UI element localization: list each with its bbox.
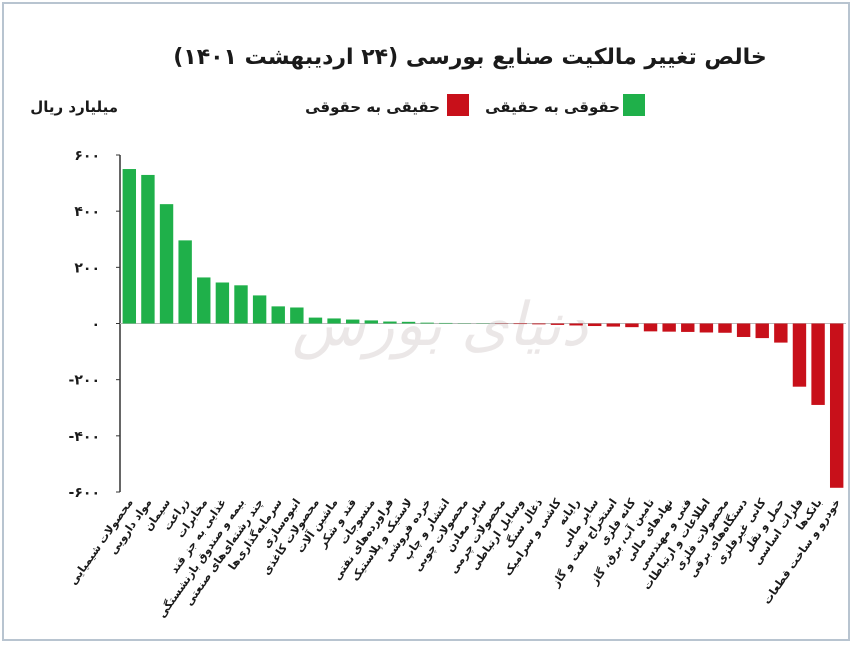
y-axis-label: میلیارد ریال bbox=[30, 98, 118, 116]
bar bbox=[607, 324, 620, 327]
y-tick-label: ۶۰۰ bbox=[74, 148, 100, 164]
bar bbox=[439, 323, 452, 324]
bar bbox=[420, 323, 433, 324]
bar bbox=[551, 324, 564, 325]
bar bbox=[681, 324, 694, 332]
y-tick-label: -۲۰۰ bbox=[69, 373, 100, 389]
bar bbox=[178, 240, 191, 323]
bar bbox=[774, 324, 787, 343]
bar bbox=[383, 322, 396, 324]
bar bbox=[793, 324, 806, 387]
legend-swatch bbox=[623, 94, 645, 116]
legend-swatch bbox=[447, 94, 469, 116]
bar bbox=[365, 320, 378, 323]
bar bbox=[811, 324, 824, 405]
bar bbox=[644, 324, 657, 332]
legend-label: حقیقی به حقوقی bbox=[305, 98, 440, 116]
bar bbox=[737, 324, 750, 337]
bar bbox=[532, 324, 545, 325]
bar bbox=[272, 306, 285, 323]
y-tick-label: -۶۰۰ bbox=[69, 485, 100, 501]
bar bbox=[700, 324, 713, 333]
bar bbox=[718, 324, 731, 333]
bar bbox=[327, 318, 340, 323]
bar bbox=[234, 285, 247, 323]
legend-label: حقوقی به حقیقی bbox=[485, 98, 620, 116]
bar bbox=[253, 295, 266, 323]
y-tick-label: -۴۰۰ bbox=[69, 429, 100, 445]
bar bbox=[123, 169, 136, 323]
bar bbox=[141, 175, 154, 324]
bar bbox=[569, 324, 582, 326]
bar bbox=[625, 324, 638, 328]
bar bbox=[216, 282, 229, 323]
y-tick-label: ۰ bbox=[91, 317, 100, 333]
bar bbox=[756, 324, 769, 339]
bar bbox=[290, 307, 303, 323]
bar bbox=[662, 324, 675, 332]
y-tick-label: ۴۰۰ bbox=[74, 204, 100, 220]
bar bbox=[309, 318, 322, 324]
watermark: دنیای بورس bbox=[292, 290, 588, 360]
bar bbox=[160, 204, 173, 323]
bar bbox=[588, 324, 601, 327]
bar bbox=[514, 324, 527, 325]
bar bbox=[402, 322, 415, 324]
bar bbox=[830, 324, 843, 488]
y-tick-label: ۲۰۰ bbox=[74, 260, 100, 276]
bar bbox=[197, 277, 210, 323]
bar bbox=[346, 320, 359, 324]
chart-title: خالص تغییر مالکیت صنایع بورسی (۲۴ اردیبه… bbox=[173, 45, 767, 70]
